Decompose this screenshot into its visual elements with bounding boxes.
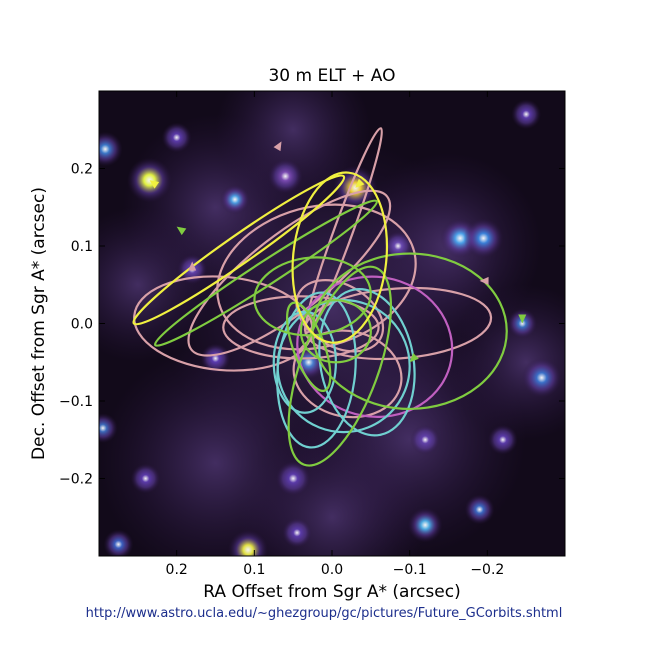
star — [268, 158, 303, 194]
orbit-path — [299, 299, 372, 364]
chart-title: 30 m ELT + AO — [268, 66, 395, 86]
y-axis-label: Dec. Offset from Sgr A* (arcsec) — [29, 187, 49, 460]
x-tick-label: 0.2 — [166, 562, 188, 578]
orbit-arrow — [188, 261, 197, 271]
star — [228, 529, 268, 556]
source-url-link[interactable]: http://www.astro.ucla.edu/~ghezgroup/gc/… — [85, 606, 563, 621]
star — [407, 507, 443, 543]
y-tick-label: −0.1 — [59, 394, 93, 410]
y-tick-label: 0.0 — [71, 317, 93, 333]
x-tick-label: −0.2 — [470, 562, 504, 578]
orbit-path — [153, 199, 378, 347]
orbit-arrow — [273, 141, 282, 152]
orbit-arrow — [149, 180, 160, 189]
x-tick-label: −0.1 — [393, 562, 427, 578]
star — [220, 184, 250, 215]
orbit-arrow — [176, 226, 187, 236]
star — [487, 424, 518, 455]
orbit-arrow — [409, 353, 419, 363]
star — [410, 424, 441, 455]
background-haze — [448, 284, 565, 440]
star — [282, 517, 312, 548]
star — [275, 461, 311, 496]
axis-ticks: 0.2 0.1 0.0 −0.1 −0.2 −0.2 −0.1 0.0 0.1 0.2 — [59, 91, 565, 578]
star — [464, 494, 495, 525]
background-haze — [238, 424, 426, 556]
orbit-arrow — [518, 314, 527, 324]
y-tick-label: −0.2 — [59, 472, 93, 488]
x-tick-label: 0.1 — [243, 562, 265, 578]
star — [521, 357, 562, 398]
y-tick-label: 0.2 — [71, 162, 93, 178]
star — [507, 308, 538, 339]
star — [99, 131, 123, 167]
star — [511, 99, 542, 130]
star — [103, 529, 134, 556]
orbit-path — [291, 171, 389, 344]
orbit-arrow — [479, 276, 489, 285]
orbit-path — [187, 189, 392, 357]
background-haze — [99, 207, 216, 363]
star — [99, 413, 118, 444]
orbit-arrow — [355, 178, 365, 188]
star — [127, 157, 172, 203]
orbit-path — [304, 127, 383, 334]
y-tick-label: 0.1 — [71, 239, 93, 255]
orbit-path — [132, 174, 346, 326]
x-tick-label: 0.0 — [321, 562, 343, 578]
star — [200, 343, 231, 374]
orbit-path — [287, 265, 393, 467]
x-axis-label: RA Offset from Sgr A* (arcsec) — [203, 582, 460, 602]
star — [161, 122, 192, 153]
star — [130, 463, 161, 494]
star — [463, 218, 504, 259]
